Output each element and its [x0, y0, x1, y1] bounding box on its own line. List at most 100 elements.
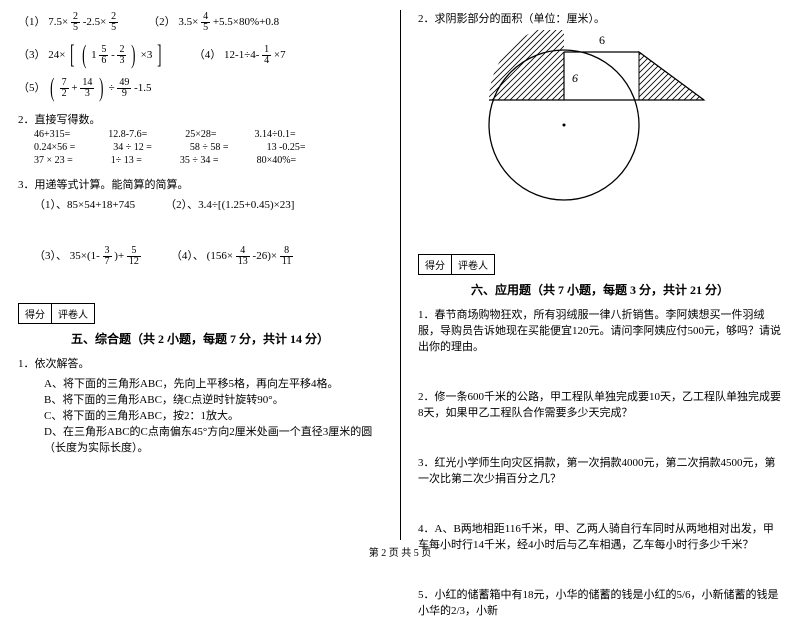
- txt: 24×: [48, 49, 65, 61]
- txt: -1.5: [134, 82, 151, 94]
- sec6-item5: 5．小红的储蓄箱中有18元，小华的储蓄的钱是小红的5/6，小新储蓄的钱是小华的2…: [418, 586, 782, 618]
- gap: [18, 279, 382, 303]
- txt: +5.5×80%+0.8: [213, 16, 279, 28]
- txt: +: [71, 82, 77, 94]
- fraction: 25: [71, 12, 80, 33]
- score-label: 得分: [418, 254, 452, 275]
- score-label: 得分: [18, 303, 52, 324]
- sec5-sub-b: B、将下面的三角形ABC，绕C点逆时针旋转90°。: [44, 391, 382, 407]
- bracket-icon: ]: [157, 45, 161, 66]
- fraction: 811: [280, 246, 294, 267]
- q3: 3．用递等式计算。能简算的简算。 （1）、85×54+18+745 （2）、3.…: [18, 176, 382, 269]
- idx: （2）: [148, 16, 176, 28]
- fraction: 37: [103, 246, 112, 267]
- bracket-icon: [: [70, 45, 74, 66]
- cell: 1÷ 13 =: [111, 155, 142, 166]
- radius-label: 6: [572, 71, 578, 85]
- cell: 37 × 23 =: [34, 155, 73, 166]
- txt: 3.5×: [178, 16, 198, 28]
- q1-row2: （3） 24× [ ( 1 56 - 23 ) ×3 ] （4） 12-1÷4-…: [18, 43, 382, 68]
- gap: [418, 496, 782, 520]
- txt: ×7: [274, 49, 286, 61]
- paren-icon: ): [99, 78, 103, 99]
- r-q2-title: 2．求阴影部分的面积（单位：厘米）。: [418, 10, 782, 26]
- fraction: 45: [201, 12, 210, 33]
- paren-icon: (: [50, 78, 54, 99]
- grader-label: 评卷人: [52, 303, 95, 324]
- q3-row2: （3）、 35×(1- 37 )+ 512 （4）、 (156× 413 -26…: [34, 244, 382, 269]
- q3-row1: （1）、85×54+18+745 （2）、3.4÷[(1.25+0.45)×23…: [34, 196, 382, 212]
- q3-item4: （4）、 (156× 413 -26)× 811: [171, 246, 294, 267]
- idx: （3）: [18, 49, 46, 61]
- score-box: 得分 评卷人: [418, 254, 782, 275]
- sec5-q1: 1．依次解答。: [18, 355, 382, 371]
- txt: -2.5×: [83, 16, 107, 28]
- q2-row: 46+315= 12.8-7.6= 25×28= 3.14÷0.1=: [34, 129, 382, 140]
- fraction: 143: [80, 78, 94, 99]
- left-column: （1） 7.5× 25 -2.5× 25 （2） 3.5× 45 +5.5×80…: [0, 0, 400, 565]
- q2-row: 37 × 23 = 1÷ 13 = 35 ÷ 34 = 80×40%=: [34, 155, 382, 166]
- idx: （4）: [194, 49, 222, 61]
- fraction: 72: [60, 78, 69, 99]
- fraction: 56: [99, 45, 108, 66]
- txt: ÷: [109, 82, 115, 94]
- fraction: 413: [236, 246, 250, 267]
- fraction: 14: [262, 45, 271, 66]
- paren-icon: ): [131, 45, 135, 66]
- cell: 46+315=: [34, 129, 70, 140]
- q3-item1: （1）、85×54+18+745: [34, 196, 135, 212]
- q2-title: 2．直接写得数。: [18, 111, 382, 127]
- diagram-svg: 6 6: [454, 30, 714, 220]
- txt: 1: [91, 49, 97, 61]
- top-label: 6: [599, 33, 605, 47]
- paren-icon: (: [82, 45, 86, 66]
- section5-title: 五、综合题（共 2 小题，每题 7 分，共计 14 分）: [18, 330, 382, 347]
- fraction: 512: [127, 246, 141, 267]
- page-footer: 第 2 页 共 5 页: [0, 544, 800, 559]
- sec5-sub-c: C、将下面的三角形ABC，按2：1放大。: [44, 407, 382, 423]
- txt: 7.5×: [48, 16, 68, 28]
- q1-item2: （2） 3.5× 45 +5.5×80%+0.8: [148, 12, 279, 33]
- sec5-sub-d: D、在三角形ABC的C点南偏东45°方向2厘米处画一个直径3厘米的圆（长度为实际…: [44, 423, 382, 455]
- shaded-area-diagram: 6 6: [454, 30, 782, 220]
- q1-item1: （1） 7.5× 25 -2.5× 25: [18, 12, 118, 33]
- sec6-item1: 1．春节商场购物狂欢，所有羽绒服一律八折销售。李阿姨想买一件羽绒服，导购员告诉她…: [418, 306, 782, 354]
- gap: [18, 220, 382, 244]
- sec6-item2: 2．修一条600千米的公路，甲工程队单独完成要10天，乙工程队单独完成要8天，如…: [418, 388, 782, 420]
- cell: 13 -0.25=: [267, 142, 306, 153]
- cell: 34 ÷ 12 =: [113, 142, 152, 153]
- q3-title: 3．用递等式计算。能简算的简算。: [18, 176, 382, 192]
- section6-title: 六、应用题（共 7 小题，每题 3 分，共计 21 分）: [418, 281, 782, 298]
- cell: 35 ÷ 34 =: [180, 155, 219, 166]
- q2: 2．直接写得数。 46+315= 12.8-7.6= 25×28= 3.14÷0…: [18, 111, 382, 166]
- q2-row: 0.24×56 = 34 ÷ 12 = 58 ÷ 58 = 13 -0.25=: [34, 142, 382, 153]
- q1: （1） 7.5× 25 -2.5× 25 （2） 3.5× 45 +5.5×80…: [18, 10, 382, 101]
- cell: 3.14÷0.1=: [255, 129, 296, 140]
- sec6-item3: 3．红光小学师生向灾区捐款，第一次捐款4000元，第二次捐款4500元，第一次比…: [418, 454, 782, 486]
- fraction: 25: [109, 12, 118, 33]
- sec5-sub-a: A、将下面的三角形ABC，先向上平移5格，再向左平移4格。: [44, 375, 382, 391]
- fraction: 23: [117, 45, 126, 66]
- cell: 80×40%=: [257, 155, 297, 166]
- cell: 12.8-7.6=: [108, 129, 147, 140]
- q1-row3: （5） ( 72 + 143 ) ÷ 499 -1.5: [18, 76, 382, 101]
- q1-item3: （3） 24× [ ( 1 56 - 23 ) ×3 ]: [18, 45, 164, 66]
- cell: 0.24×56 =: [34, 142, 75, 153]
- idx: （1）: [18, 16, 46, 28]
- gap: [418, 364, 782, 388]
- idx: （5）: [18, 82, 46, 94]
- txt: ×3: [141, 49, 153, 61]
- q1-row1: （1） 7.5× 25 -2.5× 25 （2） 3.5× 45 +5.5×80…: [18, 10, 382, 35]
- gap: [418, 230, 782, 254]
- cell: 25×28=: [185, 129, 216, 140]
- q3-item2: （2）、3.4÷[(1.25+0.45)×23]: [165, 196, 294, 212]
- q3-item3: （3）、 35×(1- 37 )+ 512: [34, 246, 141, 267]
- txt: -: [111, 49, 115, 61]
- cell: 58 ÷ 58 =: [190, 142, 229, 153]
- gap: [418, 562, 782, 586]
- score-box: 得分 评卷人: [18, 303, 382, 324]
- q1-item4: （4） 12-1÷4- 14 ×7: [194, 45, 286, 66]
- page: （1） 7.5× 25 -2.5× 25 （2） 3.5× 45 +5.5×80…: [0, 0, 800, 565]
- right-column: 2．求阴影部分的面积（单位：厘米）。: [400, 0, 800, 565]
- q1-item5: （5） ( 72 + 143 ) ÷ 499 -1.5: [18, 78, 152, 99]
